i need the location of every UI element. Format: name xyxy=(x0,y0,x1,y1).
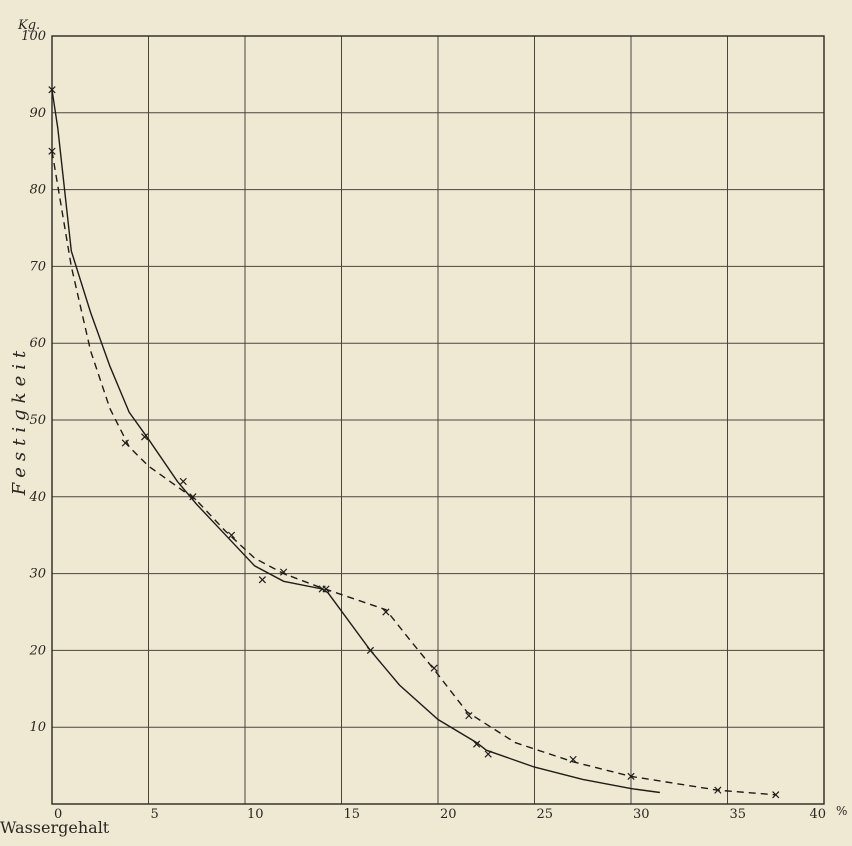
data-point-dashed-4 xyxy=(258,576,266,584)
y-tick-label-60: 60 xyxy=(29,336,46,351)
data-point-dashed-1 xyxy=(121,439,129,447)
plot-frame xyxy=(51,35,825,805)
x-axis: 0 5 10 15 20 25 30 35 40 xyxy=(54,807,826,822)
y-tick-label-40: 40 xyxy=(28,490,46,505)
y-tick-label-20: 20 xyxy=(28,643,46,658)
data-point-solid-4 xyxy=(366,646,375,655)
x-tick-label-20: 20 xyxy=(440,807,457,822)
data-point-dashed-10 xyxy=(569,755,577,764)
data-point-dashed-6 xyxy=(318,585,326,593)
grid xyxy=(52,36,824,804)
series-line-dashed xyxy=(51,151,776,796)
y-axis: 10 20 30 40 50 60 70 80 90 100 xyxy=(21,29,46,735)
data-point-dashed-7 xyxy=(382,608,390,616)
x-tick-label-30: 30 xyxy=(633,807,650,822)
y-tick-label-90: 90 xyxy=(29,106,46,121)
y-tick-label-80: 80 xyxy=(29,183,46,198)
data-point-solid-5 xyxy=(472,740,481,748)
data-point-solid-2 xyxy=(179,477,187,486)
x-axis-title: Wassergehalt xyxy=(0,818,110,837)
x-tick-label-35: 35 xyxy=(730,807,747,822)
data-point-dashed-2 xyxy=(189,493,197,501)
x-tick-label-10: 10 xyxy=(247,807,264,822)
x-tick-label-40: 40 xyxy=(809,807,826,822)
data-point-solid-0 xyxy=(48,86,56,94)
data-point-solid-6 xyxy=(484,750,492,758)
y-axis-title: Festigkeit xyxy=(9,345,30,496)
y-tick-label-100: 100 xyxy=(21,29,46,44)
x-tick-label-15: 15 xyxy=(344,807,361,822)
y-tick-label-30: 30 xyxy=(29,567,46,582)
data-point-dashed-11 xyxy=(627,772,635,780)
data-point-solid-1 xyxy=(141,433,149,441)
data-point-dashed-0 xyxy=(48,147,56,155)
y-unit-label: Kg. xyxy=(17,18,40,33)
x-tick-label-0: 0 xyxy=(54,807,62,822)
x-unit-label: % xyxy=(836,804,847,818)
series-line-solid xyxy=(51,89,660,794)
data-point-dashed-8 xyxy=(430,664,438,672)
series xyxy=(48,86,780,799)
data-point-dashed-12 xyxy=(714,786,722,794)
y-tick-label-50: 50 xyxy=(29,413,46,428)
data-point-dashed-5 xyxy=(279,568,288,576)
y-tick-label-70: 70 xyxy=(29,259,46,274)
data-point-dashed-9 xyxy=(465,712,473,720)
x-tick-label-25: 25 xyxy=(537,807,554,822)
data-point-dashed-3 xyxy=(227,531,236,539)
x-tick-label-5: 5 xyxy=(151,807,159,822)
y-tick-label-10: 10 xyxy=(29,720,46,735)
data-point-dashed-13 xyxy=(772,791,780,799)
